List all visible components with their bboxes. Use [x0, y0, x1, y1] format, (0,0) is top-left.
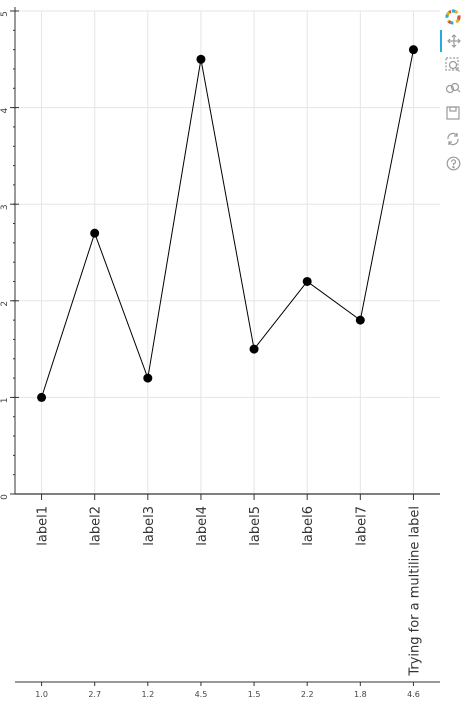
grid-lines — [15, 10, 440, 495]
secondary-tick-label-4: 1.5 — [248, 690, 261, 699]
pan-icon[interactable] — [440, 30, 466, 52]
data-point-4 — [196, 54, 206, 64]
data-points — [37, 45, 418, 402]
help-icon[interactable] — [440, 152, 466, 174]
data-point-8 — [408, 45, 418, 55]
secondary-tick-label-5: 2.2 — [301, 690, 314, 699]
y-tick-label-1: 1 — [0, 398, 10, 404]
data-point-7 — [355, 315, 365, 325]
wheel-zoom-icon[interactable] — [440, 78, 466, 100]
save-icon[interactable] — [440, 102, 466, 124]
data-point-2 — [90, 228, 100, 238]
x-tick-label-3: label4 — [195, 506, 210, 546]
y-tick-label-0: 0 — [0, 494, 10, 500]
series-polyline — [41, 49, 414, 398]
y-tick-label-5: 5 — [0, 11, 10, 17]
reset-icon[interactable] — [440, 128, 466, 150]
x-tick-label-6: label7 — [354, 506, 369, 546]
x-tick-label-4: label5 — [248, 506, 263, 546]
y-tick-label-2: 2 — [0, 301, 10, 307]
secondary-tick-label-6: 1.8 — [354, 690, 367, 699]
data-point-5 — [249, 344, 259, 354]
secondary-x-axis: 1.0 2.7 1.2 4.5 1.5 2.2 1.8 4.6 — [15, 681, 440, 699]
secondary-tick-label-7: 4.6 — [407, 690, 420, 699]
x-axis: label1 label2 label3 label4 label5 label6 labe… — [15, 493, 440, 677]
secondary-tick-label-0: 1.0 — [35, 690, 48, 699]
data-point-3 — [143, 373, 153, 383]
data-point-6 — [302, 276, 312, 286]
x-tick-label-5: label6 — [301, 506, 316, 546]
box-zoom-icon[interactable] — [440, 54, 466, 76]
secondary-tick-label-3: 4.5 — [195, 690, 208, 699]
x-tick-label-7: Trying for a multiline label — [407, 506, 422, 677]
x-tick-label-1: label2 — [89, 506, 104, 546]
secondary-tick-label-1: 2.7 — [88, 690, 101, 699]
y-tick-label-4: 4 — [0, 107, 10, 113]
series-line — [41, 49, 414, 398]
data-point-1 — [37, 392, 47, 402]
secondary-tick-label-2: 1.2 — [141, 690, 154, 699]
y-axis: 0 1 2 3 4 5 — [0, 7, 19, 500]
y-tick-label-3: 3 — [0, 204, 10, 210]
bokeh-logo-icon — [440, 6, 466, 28]
x-tick-label-0: label1 — [36, 506, 51, 546]
x-tick-label-2: label3 — [142, 506, 157, 546]
